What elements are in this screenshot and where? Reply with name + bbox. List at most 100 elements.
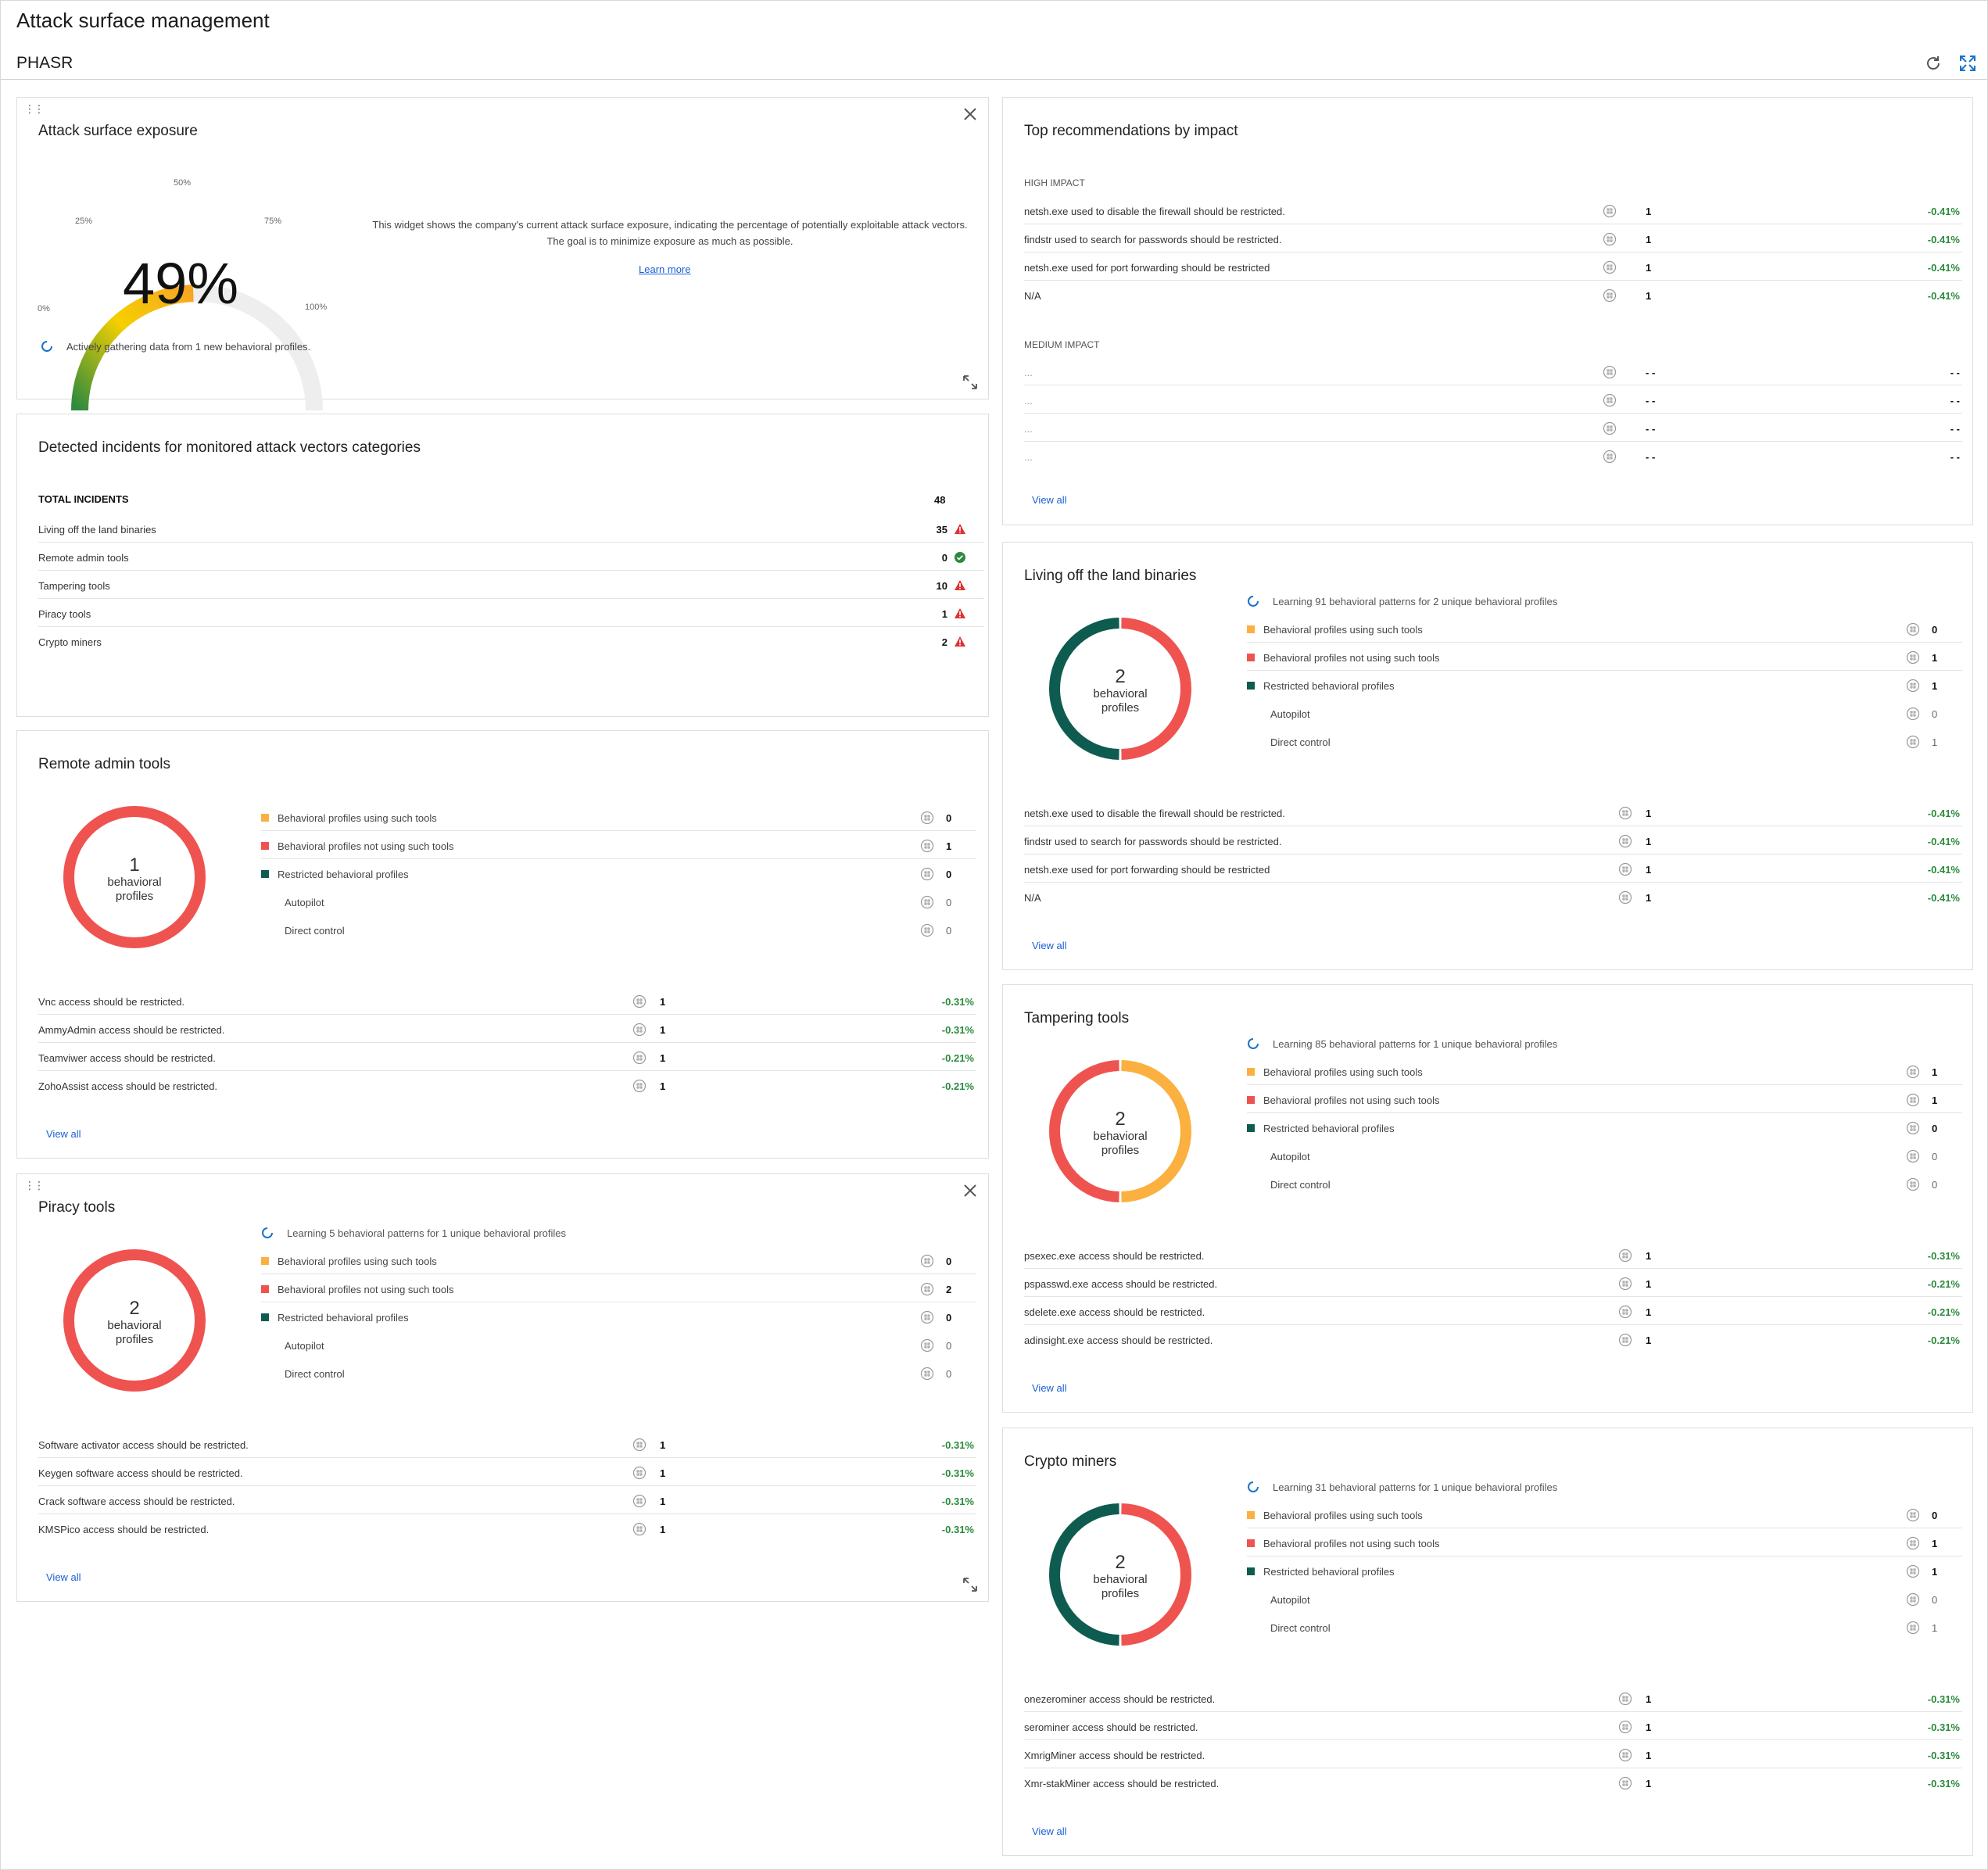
row-divider bbox=[1024, 1711, 1962, 1712]
recommendation-text[interactable]: sdelete.exe access should be restricted. bbox=[1024, 1306, 1205, 1318]
legend-value: 1 bbox=[1932, 1094, 1938, 1106]
gathering-status: Actively gathering data from 1 new behav… bbox=[66, 341, 311, 353]
behavioral-profile-icon bbox=[1603, 288, 1617, 303]
donut-center-label: behavioral bbox=[1093, 1573, 1148, 1586]
recommendation-text[interactable]: Keygen software access should be restric… bbox=[38, 1467, 243, 1479]
recommendation-text[interactable]: Teamviwer access should be restricted. bbox=[38, 1052, 216, 1064]
behavioral-profile-icon bbox=[632, 1466, 647, 1480]
behavioral-profile-icon bbox=[920, 1282, 934, 1296]
recommendation-text[interactable]: netsh.exe used to disable the firewall s… bbox=[1024, 206, 1285, 217]
behavioral-profile-icon bbox=[1603, 260, 1617, 274]
legend-value: 0 bbox=[946, 897, 952, 908]
recommendation-text[interactable]: adinsight.exe access should be restricte… bbox=[1024, 1334, 1213, 1346]
legend-sub-label: Autopilot bbox=[285, 897, 324, 908]
recommendation-impact: -0.31% bbox=[1927, 1721, 1960, 1733]
view-all-link[interactable]: View all bbox=[1032, 940, 1067, 951]
loading-spinner-icon bbox=[262, 1227, 273, 1238]
living-off-the-land-card: Living off the land binaries 2 behavioral p… bbox=[1002, 542, 1973, 970]
legend-label: Behavioral profiles not using such tools bbox=[1263, 652, 1440, 664]
view-all-link[interactable]: View all bbox=[1032, 1825, 1067, 1837]
legend-swatch bbox=[1247, 1124, 1255, 1132]
row-divider bbox=[38, 1014, 976, 1015]
recommendation-text[interactable]: N/A bbox=[1024, 290, 1041, 302]
legend-swatch bbox=[261, 1285, 269, 1293]
behavioral-profile-icon bbox=[1618, 890, 1632, 905]
recommendation-text[interactable]: ZohoAssist access should be restricted. bbox=[38, 1080, 218, 1092]
recommendation-text[interactable]: netsh.exe used for port forwarding shoul… bbox=[1024, 262, 1270, 274]
legend-value: 0 bbox=[1932, 1510, 1938, 1521]
close-icon[interactable] bbox=[962, 106, 979, 123]
workspace-title: PHASR bbox=[16, 54, 73, 72]
recommendation-text[interactable]: pspasswd.exe access should be restricted… bbox=[1024, 1278, 1218, 1290]
behavioral-profile-icon bbox=[920, 867, 934, 881]
view-all-link[interactable]: View all bbox=[46, 1128, 81, 1140]
recommendation-profile-count: 1 bbox=[660, 996, 666, 1008]
behavioral-profile-icon bbox=[920, 1310, 934, 1324]
legend-value: 1 bbox=[1932, 1538, 1938, 1549]
learning-status: Learning 91 behavioral patterns for 2 un… bbox=[1273, 596, 1558, 607]
recommendation-impact: -0.41% bbox=[1927, 234, 1960, 245]
legend-value: 0 bbox=[946, 1368, 952, 1380]
legend-label: Behavioral profiles not using such tools bbox=[278, 840, 454, 852]
row-divider bbox=[38, 570, 984, 571]
recommendation-text[interactable]: onezerominer access should be restricted… bbox=[1024, 1693, 1216, 1705]
recommendation-text[interactable]: netsh.exe used for port forwarding shoul… bbox=[1024, 864, 1270, 876]
behavioral-profile-icon bbox=[1603, 365, 1617, 379]
close-icon[interactable] bbox=[962, 1182, 979, 1199]
refresh-icon[interactable] bbox=[1924, 54, 1943, 73]
behavioral-profile-icon bbox=[1618, 1333, 1632, 1347]
legend-label: Restricted behavioral profiles bbox=[278, 869, 409, 880]
behavioral-profile-icon bbox=[1618, 1748, 1632, 1762]
recommendation-text[interactable]: N/A bbox=[1024, 892, 1041, 904]
donut-center-label: profiles bbox=[115, 890, 154, 903]
view-all-link[interactable]: View all bbox=[46, 1571, 81, 1583]
behavioral-profile-icon bbox=[1618, 1248, 1632, 1263]
donut-center-label: behavioral bbox=[107, 1319, 162, 1332]
view-all-link[interactable]: View all bbox=[1032, 494, 1067, 506]
behavioral-profile-icon bbox=[1603, 393, 1617, 407]
recommendation-text[interactable]: Vnc access should be restricted. bbox=[38, 996, 185, 1008]
loading-spinner-icon bbox=[1248, 596, 1259, 607]
legend-swatch bbox=[1247, 1567, 1255, 1575]
donut-segment bbox=[1049, 618, 1119, 760]
behavioral-profile-icon bbox=[1603, 421, 1617, 435]
incident-count: 10 bbox=[936, 580, 947, 592]
recommendation-text[interactable]: serominer access should be restricted. bbox=[1024, 1721, 1198, 1733]
recommendation-text[interactable]: XmrigMiner access should be restricted. bbox=[1024, 1750, 1205, 1761]
learning-status: Learning 31 behavioral patterns for 1 un… bbox=[1273, 1481, 1558, 1493]
recommendation-text[interactable]: Crack software access should be restrict… bbox=[38, 1496, 235, 1507]
recommendation-text[interactable]: KMSPico access should be restricted. bbox=[38, 1524, 210, 1535]
incident-category-label: Piracy tools bbox=[38, 608, 91, 620]
expand-icon[interactable] bbox=[962, 374, 979, 391]
behavioral-profile-icon bbox=[632, 1051, 647, 1065]
gauge-tick-100: 100% bbox=[305, 303, 328, 312]
recommendation-text[interactable]: psexec.exe access should be restricted. bbox=[1024, 1250, 1205, 1262]
behavioral-profile-icon bbox=[1906, 1508, 1920, 1522]
warning-icon bbox=[955, 608, 965, 618]
view-all-link[interactable]: View all bbox=[1032, 1382, 1067, 1394]
expand-icon[interactable] bbox=[962, 1576, 979, 1593]
recommendation-text[interactable]: Xmr-stakMiner access should be restricte… bbox=[1024, 1778, 1220, 1789]
behavioral-profile-icon bbox=[1906, 622, 1920, 636]
drag-handle-icon[interactable]: ⋮⋮ bbox=[24, 1179, 45, 1191]
row-divider bbox=[1024, 1268, 1962, 1269]
fullscreen-icon[interactable] bbox=[1958, 54, 1977, 73]
behavioral-profile-icon bbox=[920, 923, 934, 937]
recommendation-text[interactable]: findstr used to search for passwords sho… bbox=[1024, 234, 1282, 245]
donut-center-number: 2 bbox=[129, 1298, 140, 1319]
recommendation-text[interactable]: findstr used to search for passwords sho… bbox=[1024, 836, 1282, 847]
recommendation-text[interactable]: Software activator access should be rest… bbox=[38, 1439, 249, 1451]
recommendation-text[interactable]: netsh.exe used to disable the firewall s… bbox=[1024, 808, 1285, 819]
donut-segment bbox=[1121, 1503, 1191, 1646]
recommendation-profile-count: 1 bbox=[660, 1439, 666, 1451]
recommendation-impact: -0.41% bbox=[1927, 864, 1960, 876]
row-divider bbox=[38, 1042, 976, 1043]
legend-value: 2 bbox=[946, 1284, 952, 1295]
recommendation-text[interactable]: AmmyAdmin access should be restricted. bbox=[38, 1024, 225, 1036]
learn-more-link[interactable]: Learn more bbox=[639, 263, 691, 275]
drag-handle-icon[interactable]: ⋮⋮ bbox=[24, 102, 45, 115]
incident-category-label: Crypto miners bbox=[38, 636, 102, 648]
donut-segment bbox=[63, 1249, 206, 1392]
profiles-donut-chart bbox=[63, 1249, 206, 1392]
